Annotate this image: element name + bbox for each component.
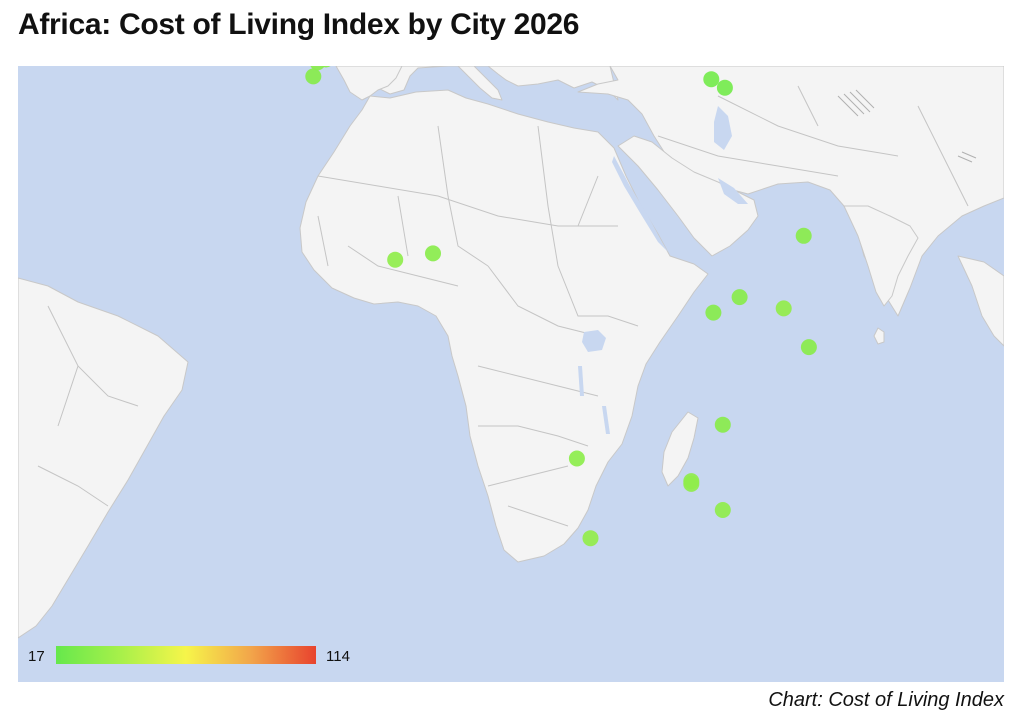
- city-marker-16[interactable]: [714, 416, 731, 433]
- city-marker-9[interactable]: [795, 227, 812, 244]
- city-marker-19[interactable]: [683, 475, 700, 492]
- chart-source-caption: Chart: Cost of Living Index: [768, 689, 1004, 711]
- disputed-area: [837, 89, 977, 163]
- city-marker-17[interactable]: [568, 450, 585, 467]
- city-marker-12[interactable]: [731, 289, 748, 306]
- map-canvas[interactable]: [18, 66, 1004, 682]
- south-america-landmass: [18, 277, 189, 639]
- madagascar: [661, 411, 699, 487]
- persian-gulf: [718, 178, 748, 204]
- arabian-peninsula: [617, 135, 759, 257]
- caspian-sea: [714, 106, 732, 150]
- city-marker-14[interactable]: [775, 300, 792, 317]
- city-markers: [305, 66, 817, 547]
- city-marker-10[interactable]: [387, 251, 404, 268]
- city-marker-7[interactable]: [703, 71, 720, 88]
- africa-landmass: [299, 89, 709, 563]
- city-marker-13[interactable]: [705, 304, 722, 321]
- india: [843, 205, 919, 307]
- sri-lanka: [873, 327, 885, 345]
- city-marker-21[interactable]: [582, 530, 599, 547]
- city-marker-4[interactable]: [305, 68, 322, 85]
- southeast-asia: [957, 255, 1004, 347]
- red-sea: [612, 156, 668, 252]
- city-marker-15[interactable]: [800, 339, 817, 356]
- sa-borders: [37, 305, 139, 507]
- border-lines: [317, 125, 639, 527]
- asia-borders: [657, 85, 969, 207]
- map[interactable]: 17 114: [18, 66, 1004, 682]
- italy: [457, 66, 503, 101]
- city-marker-20[interactable]: [714, 502, 731, 518]
- lake-victoria: [582, 330, 606, 352]
- lake-tanganyika: [578, 366, 584, 396]
- page-title: Africa: Cost of Living Index by City 202…: [18, 8, 580, 41]
- iberia: [335, 66, 403, 101]
- lake-malawi: [602, 406, 610, 434]
- city-marker-11[interactable]: [425, 245, 441, 262]
- city-marker-8[interactable]: [716, 79, 733, 96]
